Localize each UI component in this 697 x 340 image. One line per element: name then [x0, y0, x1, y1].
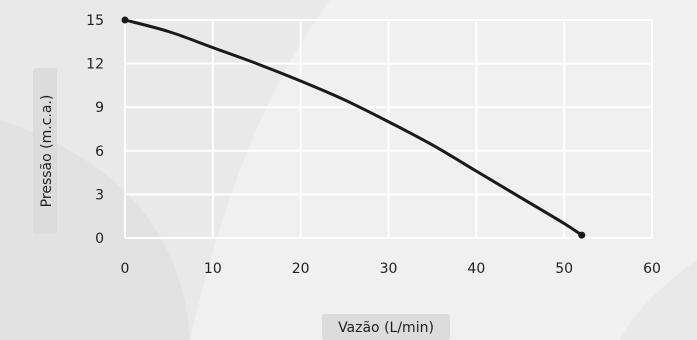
- x-ticks: 0 10 20 30 40 50 60: [121, 261, 661, 277]
- y-tick-label: 3: [95, 187, 104, 203]
- y-tick-label: 0: [95, 231, 104, 247]
- y-tick-label: 15: [86, 13, 104, 29]
- x-axis-label-group: Vazão (L/min): [322, 314, 450, 340]
- x-tick-label: 0: [121, 261, 130, 277]
- x-tick-label: 10: [204, 261, 222, 277]
- x-tick-label: 20: [292, 261, 310, 277]
- y-axis-label-box: [33, 68, 57, 234]
- y-axis-label: Pressão (m.c.a.): [39, 95, 55, 208]
- y-tick-label: 6: [95, 144, 104, 160]
- x-tick-label: 30: [380, 261, 398, 277]
- series-endpoint: [578, 231, 586, 239]
- y-axis-label-group: Pressão (m.c.a.): [33, 68, 57, 234]
- x-tick-label: 40: [467, 261, 485, 277]
- y-tick-label: 12: [86, 57, 104, 73]
- y-ticks: 0 3 6 9 12 15: [86, 13, 104, 247]
- grid: [124, 19, 653, 239]
- series-layer: [121, 16, 586, 239]
- x-tick-label: 50: [555, 261, 573, 277]
- series-endpoint: [121, 16, 129, 24]
- y-tick-label: 9: [95, 100, 104, 116]
- series-line: [123, 18, 584, 237]
- x-axis-label-box: [322, 314, 450, 340]
- x-axis-label: Vazão (L/min): [338, 320, 434, 336]
- x-tick-label: 60: [643, 261, 661, 277]
